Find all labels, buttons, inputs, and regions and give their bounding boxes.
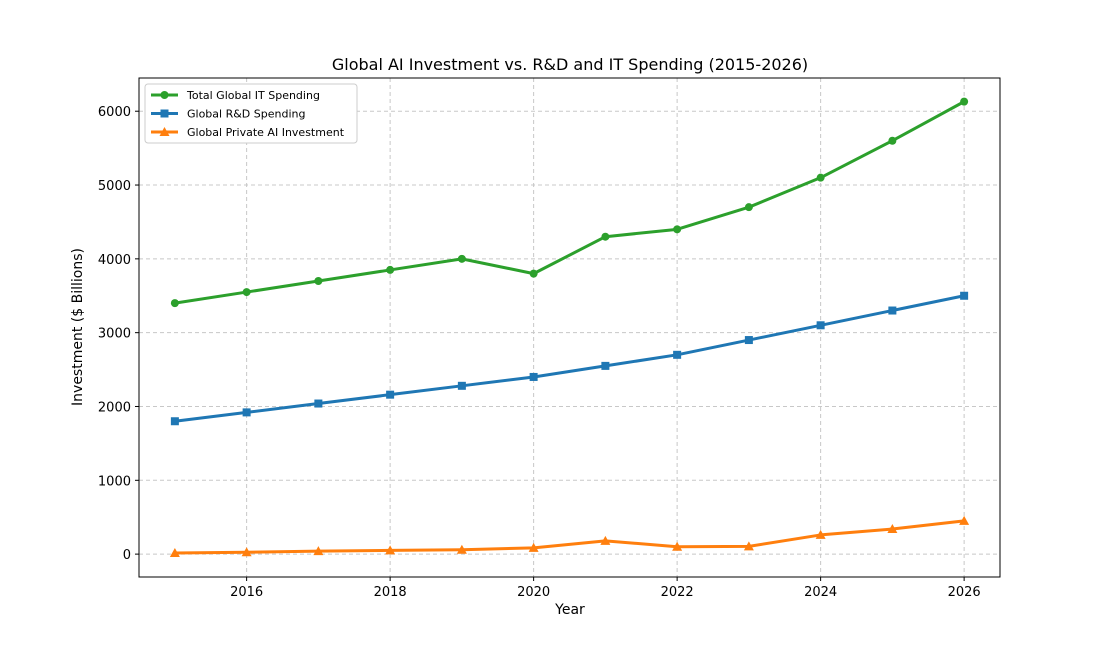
data-point xyxy=(959,515,970,525)
data-point xyxy=(529,372,538,381)
data-point xyxy=(528,542,539,552)
y-tick-label: 5000 xyxy=(98,179,131,194)
series-line xyxy=(174,100,965,305)
data-point xyxy=(241,547,252,557)
series-line xyxy=(174,294,965,423)
data-point xyxy=(242,288,251,297)
plot-frame xyxy=(138,77,1001,578)
y-tick-label: 0 xyxy=(123,548,131,563)
series-2 xyxy=(169,515,970,558)
data-point xyxy=(456,544,467,554)
data-point xyxy=(314,399,323,408)
data-point xyxy=(385,545,396,555)
legend-marker xyxy=(160,91,169,99)
x-tick-label: 2020 xyxy=(517,585,550,600)
data-point xyxy=(816,173,825,182)
y-tick-label: 4000 xyxy=(98,253,131,268)
data-point xyxy=(601,232,610,241)
data-point xyxy=(313,546,324,556)
grid xyxy=(139,78,1000,577)
y-axis-label: Investment ($ Billions) xyxy=(70,248,86,406)
data-point xyxy=(743,541,754,551)
data-point xyxy=(888,306,897,315)
data-point xyxy=(170,417,179,426)
x-tick-label: 2026 xyxy=(948,585,981,600)
legend-marker xyxy=(159,127,170,136)
ticks: 2016 2018 2020 2022 2024 2026 0 1000 2000 3000 400… xyxy=(98,105,981,600)
x-axis-label: Year xyxy=(554,602,585,618)
data-point xyxy=(529,269,538,278)
x-tick-label: 2024 xyxy=(804,585,837,600)
legend-box xyxy=(144,83,358,144)
data-point xyxy=(673,225,682,234)
legend-label: Total Global IT Spending xyxy=(186,89,320,102)
series-layer xyxy=(169,97,970,558)
chart-title: Global AI Investment vs. R&D and IT Spen… xyxy=(332,55,808,74)
data-point xyxy=(888,136,897,145)
data-point xyxy=(242,408,251,417)
data-point xyxy=(815,529,826,539)
series-0 xyxy=(170,97,969,308)
data-point xyxy=(816,321,825,330)
legend-marker xyxy=(160,109,169,118)
y-tick-label: 1000 xyxy=(98,474,131,489)
data-point xyxy=(600,535,611,545)
data-point xyxy=(744,336,753,345)
data-point xyxy=(170,299,179,308)
data-point xyxy=(386,265,395,274)
data-point xyxy=(314,276,323,285)
data-point xyxy=(169,548,180,558)
x-tick-label: 2022 xyxy=(661,585,694,600)
x-tick-label: 2016 xyxy=(230,585,263,600)
y-tick-label: 6000 xyxy=(98,105,131,120)
legend-label: Global R&D Spending xyxy=(187,108,305,121)
data-point xyxy=(601,361,610,370)
data-point xyxy=(457,381,466,390)
data-point xyxy=(457,254,466,263)
legend: Total Global IT Spending Global R&D Spend… xyxy=(144,83,358,144)
data-point xyxy=(672,541,683,551)
y-tick-label: 2000 xyxy=(98,400,131,415)
data-point xyxy=(887,524,898,534)
data-point xyxy=(673,350,682,359)
data-point xyxy=(960,97,969,106)
y-tick-label: 3000 xyxy=(98,327,131,342)
series-1 xyxy=(170,291,969,426)
series-line xyxy=(174,519,965,555)
data-point xyxy=(960,291,969,300)
x-tick-label: 2018 xyxy=(374,585,407,600)
data-point xyxy=(386,390,395,399)
data-point xyxy=(744,203,753,212)
legend-label: Global Private AI Investment xyxy=(187,126,345,139)
